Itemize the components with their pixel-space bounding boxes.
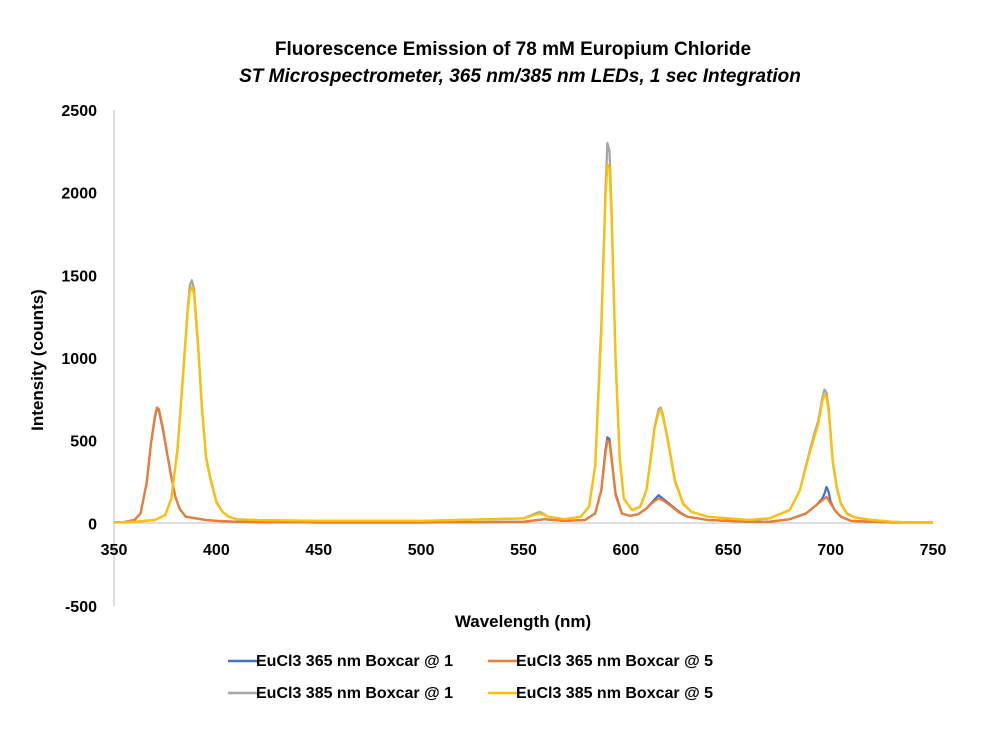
series-line xyxy=(113,406,933,524)
y-tick-label: 2500 xyxy=(61,103,97,120)
x-tick-label: 450 xyxy=(305,542,332,559)
legend-label: EuCl3 365 nm Boxcar @ 1 xyxy=(256,653,453,670)
x-axis-title: Wavelength (nm) xyxy=(455,612,591,631)
x-tick-label: 500 xyxy=(408,542,435,559)
x-tick-label: 400 xyxy=(203,542,230,559)
series-line xyxy=(113,163,933,524)
y-tick-label: 0 xyxy=(88,516,97,533)
legend: EuCl3 365 nm Boxcar @ 1 EuCl3 365 nm Boxc… xyxy=(228,653,713,702)
legend-label: EuCl3 365 nm Boxcar @ 5 xyxy=(516,653,713,670)
x-tick-label: 750 xyxy=(920,542,947,559)
y-tick-label: 1500 xyxy=(61,268,97,285)
y-tick-label: 1000 xyxy=(61,351,97,368)
x-tick-labels: 350 400 450 500 550 600 650 700 750 xyxy=(101,542,947,559)
x-tick-label: 550 xyxy=(510,542,537,559)
x-tick-label: 600 xyxy=(613,542,640,559)
legend-label: EuCl3 385 nm Boxcar @ 1 xyxy=(256,685,453,702)
chart-title: Fluorescence Emission of 78 mM Europium … xyxy=(275,39,751,60)
y-tick-label: 2000 xyxy=(61,186,97,203)
x-tick-label: 650 xyxy=(715,542,742,559)
x-tick-label: 350 xyxy=(101,542,128,559)
series-lines xyxy=(113,141,933,524)
y-tick-label: 500 xyxy=(70,434,97,451)
legend-label: EuCl3 385 nm Boxcar @ 5 xyxy=(516,685,713,702)
y-tick-label: -500 xyxy=(65,599,97,616)
x-tick-label: 700 xyxy=(817,542,844,559)
series-line xyxy=(113,406,933,524)
series-line xyxy=(113,141,933,524)
y-axis-title: Intensity (counts) xyxy=(28,289,47,431)
chart-subtitle: ST Microspectrometer, 365 nm/385 nm LEDs… xyxy=(239,66,801,87)
y-tick-labels: 2500 2000 1500 1000 500 0 -500 xyxy=(61,103,97,616)
